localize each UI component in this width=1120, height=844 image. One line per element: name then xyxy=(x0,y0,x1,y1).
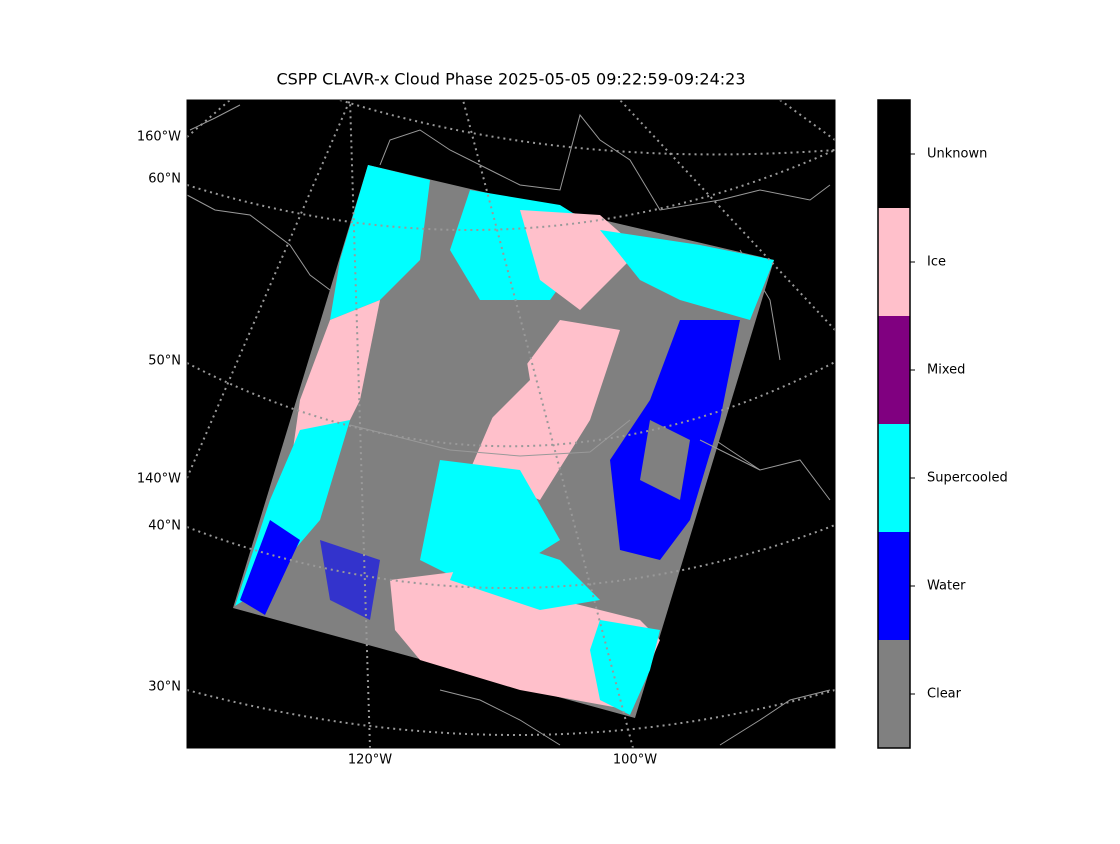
colorbar-label: Clear xyxy=(927,687,962,702)
colorbar-segment xyxy=(878,532,910,640)
graticule-label: 140°W xyxy=(137,472,181,487)
swath-patches xyxy=(235,165,774,715)
title: CSPP CLAVR-x Cloud Phase 2025-05-05 09:2… xyxy=(276,70,745,89)
colorbar-label: Water xyxy=(927,579,966,594)
graticule xyxy=(187,100,835,748)
graticule-label: 60°N xyxy=(148,172,181,187)
colorbar-label: Supercooled xyxy=(927,471,1008,486)
colorbar: Clear Water Supercooled Mixed Ice Unknown xyxy=(877,99,1008,749)
colorbar-label: Mixed xyxy=(927,363,965,378)
colorbar-segment xyxy=(878,316,910,424)
graticule-label: 160°W xyxy=(137,130,181,145)
graticule-label: 100°W xyxy=(613,753,657,768)
map xyxy=(186,99,836,749)
colorbar-frame xyxy=(877,99,911,749)
coastline xyxy=(187,104,831,746)
graticule-label: 50°N xyxy=(148,354,181,369)
border-line xyxy=(349,419,761,471)
map-frame xyxy=(186,99,836,749)
graticule-label: 40°N xyxy=(148,519,181,534)
left-labels: 160°W 60°N 50°N 140°W 40°N 30°N xyxy=(137,130,181,695)
colorbar-segment xyxy=(878,100,910,208)
colorbar-segment xyxy=(878,640,910,748)
colorbar-label: Unknown xyxy=(927,147,987,162)
graticule-label: 120°W xyxy=(348,753,392,768)
bottom-labels: 120°W 100°W xyxy=(348,753,657,768)
colorbar-segment xyxy=(878,424,910,532)
colorbar-segment xyxy=(878,208,910,316)
colorbar-label: Ice xyxy=(927,255,946,270)
graticule-label: 30°N xyxy=(148,680,181,695)
